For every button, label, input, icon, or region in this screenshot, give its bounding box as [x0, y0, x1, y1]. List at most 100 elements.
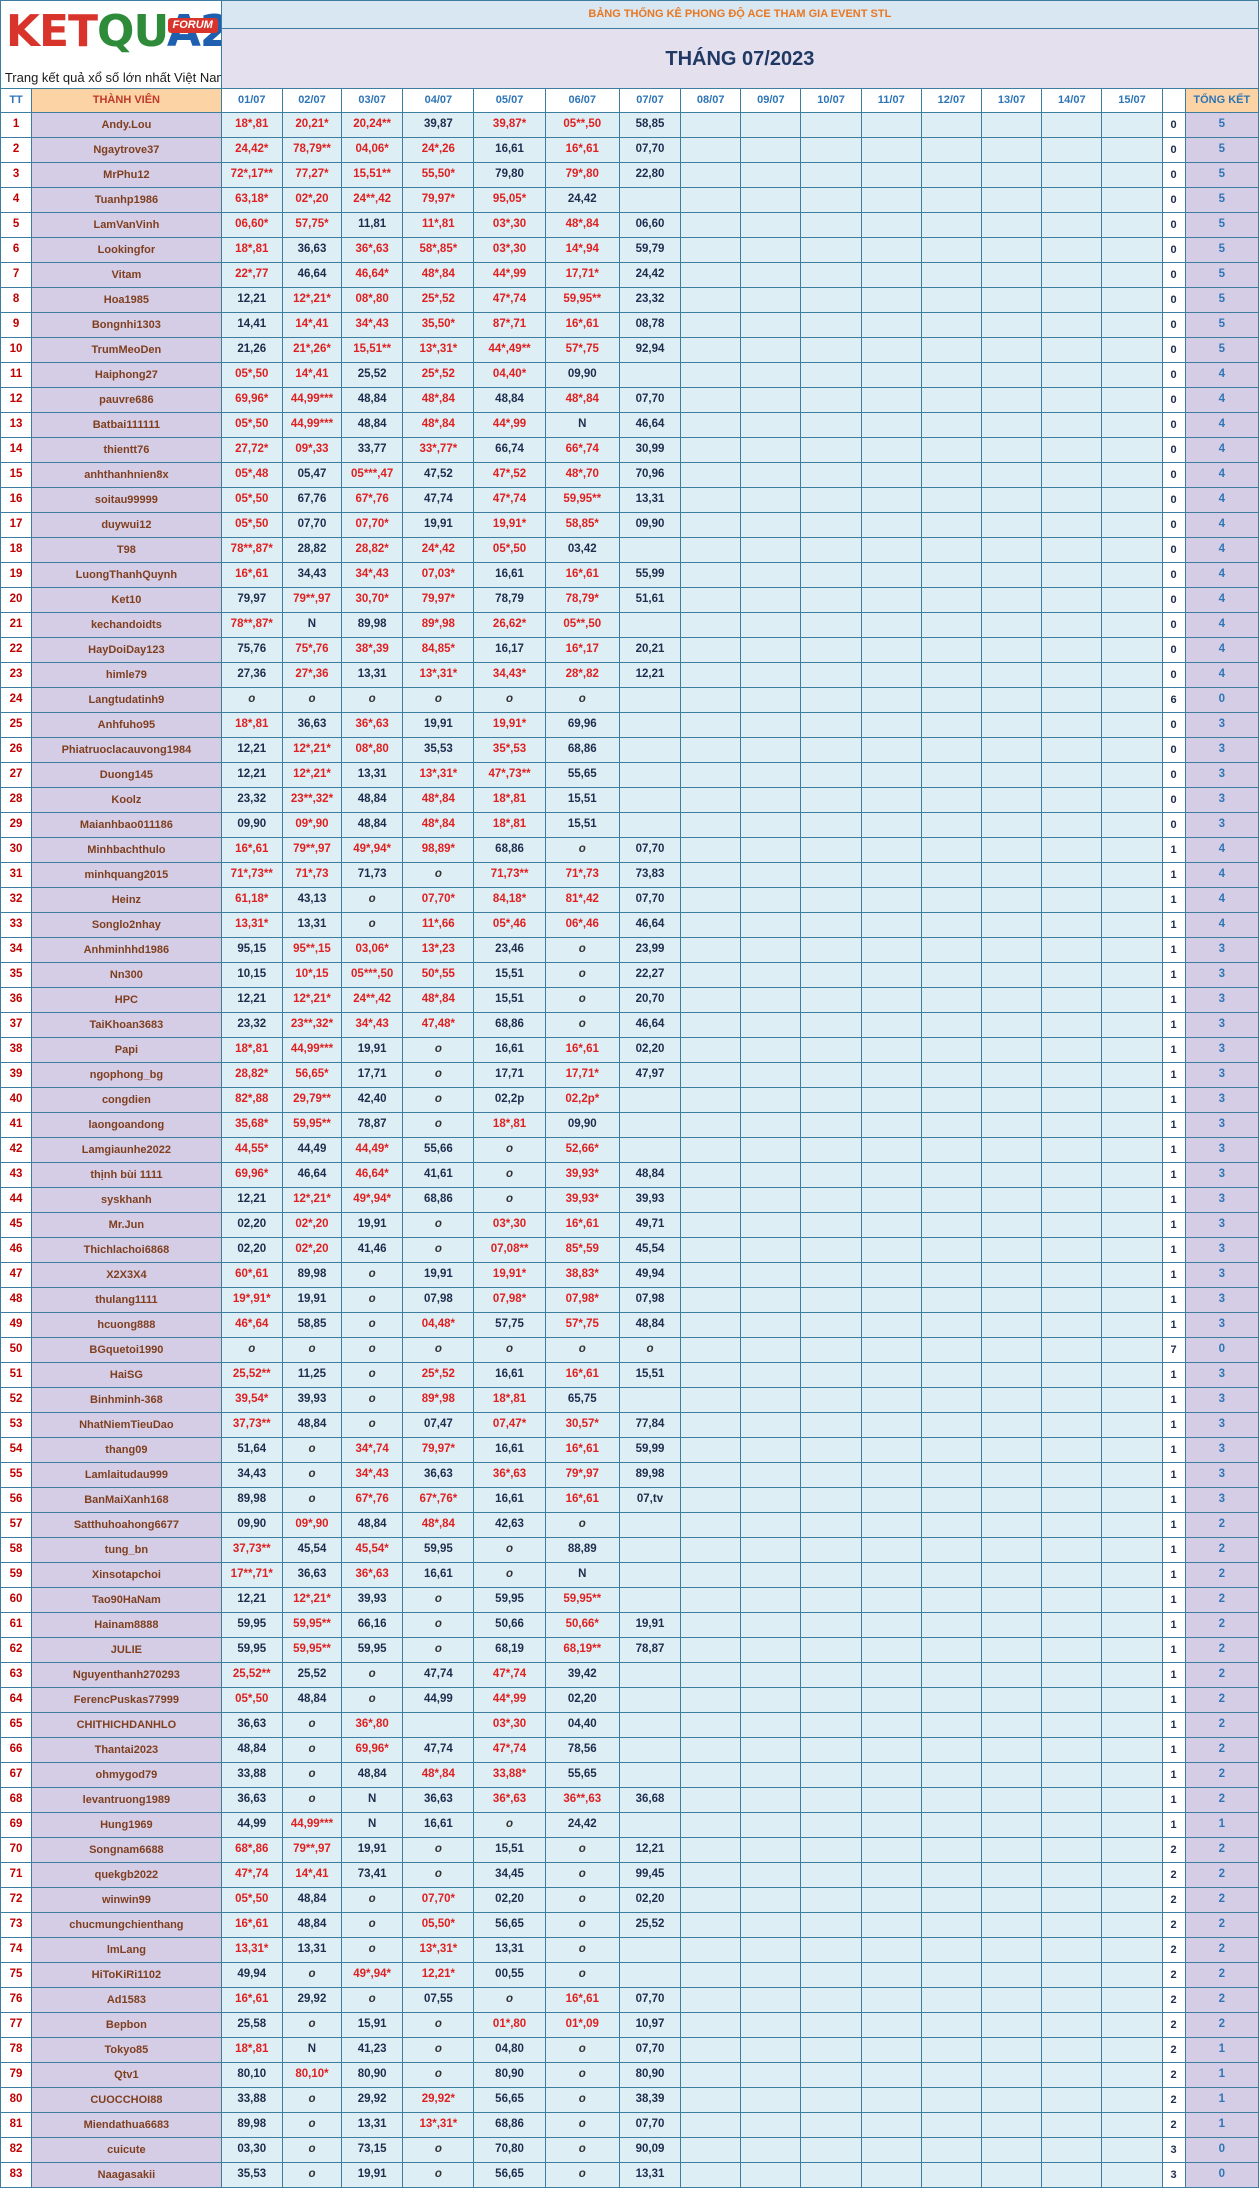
member-name[interactable]: Tokyo85	[31, 2037, 222, 2063]
member-name[interactable]: Lamlaitudau999	[31, 1462, 222, 1488]
site-logo[interactable]: KETQUA2 FORUM Trang kết quả xổ số lớn nh…	[2, 2, 220, 88]
member-name[interactable]: Xinsotapchoi	[31, 1562, 222, 1588]
miss-count: 1	[1161, 1262, 1186, 1288]
member-name[interactable]: Anhfuho95	[31, 712, 222, 738]
member-name[interactable]: Satthuhoahong6677	[31, 1512, 222, 1538]
member-name[interactable]: tung_bn	[31, 1537, 222, 1563]
member-name[interactable]: Anhminhhd1986	[31, 937, 222, 963]
member-name[interactable]: ohmygod79	[31, 1762, 222, 1788]
member-name[interactable]: Miendathua6683	[31, 2112, 222, 2138]
member-name[interactable]: TaiKhoan3683	[31, 1012, 222, 1038]
member-name[interactable]: Lookingfor	[31, 237, 222, 263]
member-name[interactable]: chucmungchienthang	[31, 1912, 222, 1938]
member-name[interactable]: Nguyenthanh270293	[31, 1662, 222, 1688]
member-name[interactable]: JULIE	[31, 1637, 222, 1663]
member-name[interactable]: himle79	[31, 662, 222, 688]
member-name[interactable]: Songnam6688	[31, 1837, 222, 1863]
member-name[interactable]: cuicute	[31, 2137, 222, 2163]
member-name[interactable]: X2X3X4	[31, 1262, 222, 1288]
member-name[interactable]: Langtudatinh9	[31, 687, 222, 713]
member-name[interactable]: TrumMeoDen	[31, 337, 222, 363]
member-name[interactable]: Heinz	[31, 887, 222, 913]
member-name[interactable]: Batbai111111	[31, 412, 222, 438]
member-name[interactable]: Thantai2023	[31, 1737, 222, 1763]
member-name[interactable]: FerencPuskas77999	[31, 1687, 222, 1713]
member-name[interactable]: HiToKiRi1102	[31, 1962, 222, 1988]
member-name[interactable]: syskhanh	[31, 1187, 222, 1213]
member-name[interactable]: thịnh bùi 1111	[31, 1162, 222, 1188]
member-name[interactable]: Binhminh-368	[31, 1387, 222, 1413]
member-name[interactable]: Tuanhp1986	[31, 187, 222, 213]
member-name[interactable]: Hoa1985	[31, 287, 222, 313]
day-cell: 80,90	[473, 2062, 546, 2088]
member-name[interactable]: Tao90HaNam	[31, 1587, 222, 1613]
member-name[interactable]: Duong145	[31, 762, 222, 788]
member-name[interactable]: congdien	[31, 1087, 222, 1113]
member-name[interactable]: thulang1111	[31, 1287, 222, 1313]
member-name[interactable]: lmLang	[31, 1937, 222, 1963]
day-cell: o	[544, 2137, 620, 2163]
member-name[interactable]: Maianhbao011186	[31, 812, 222, 838]
member-name[interactable]: Lamgiaunhe2022	[31, 1137, 222, 1163]
day-cell	[618, 1812, 682, 1838]
member-row: 22 HayDoiDay123 75,76 75*,76 38*,39 84,85* 16,…	[0, 637, 1259, 663]
member-name[interactable]: winwin99	[31, 1887, 222, 1913]
member-name[interactable]: Bepbon	[31, 2012, 222, 2038]
member-name[interactable]: kechandoidts	[31, 612, 222, 638]
member-name[interactable]: pauvre686	[31, 387, 222, 413]
member-name[interactable]: duywui12	[31, 512, 222, 538]
member-name[interactable]: Hainam8888	[31, 1612, 222, 1638]
member-name[interactable]: Songlo2nhay	[31, 912, 222, 938]
day-cell: 48*,70	[544, 462, 620, 488]
miss-count: 0	[1161, 762, 1186, 788]
member-name[interactable]: Ket10	[31, 587, 222, 613]
member-name[interactable]: Ngaytrove37	[31, 137, 222, 163]
member-name[interactable]: Mr.Jun	[31, 1212, 222, 1238]
member-name[interactable]: Naagasakii	[31, 2162, 222, 2188]
day-cell: 39,54*	[220, 1387, 283, 1413]
day-cell: 19,91	[341, 1212, 404, 1238]
member-name[interactable]: hcuong888	[31, 1312, 222, 1338]
member-name[interactable]: LuongThanhQuynh	[31, 562, 222, 588]
member-name[interactable]: MrPhu12	[31, 162, 222, 188]
member-name[interactable]: laongoandong	[31, 1112, 222, 1138]
member-name[interactable]: CHITHICHDANHLO	[31, 1712, 222, 1738]
member-name[interactable]: Phiatruoclacauvong1984	[31, 737, 222, 763]
member-name[interactable]: HPC	[31, 987, 222, 1013]
member-name[interactable]: anhthanhnien8x	[31, 462, 222, 488]
member-name[interactable]: Andy.Lou	[31, 112, 222, 138]
member-name[interactable]: quekgb2022	[31, 1862, 222, 1888]
day-cell-empty	[680, 1862, 742, 1888]
day-cell: o	[402, 1212, 475, 1238]
member-name[interactable]: Thichlachoi6868	[31, 1237, 222, 1263]
member-name[interactable]: HaiSG	[31, 1362, 222, 1388]
member-name[interactable]: Koolz	[31, 787, 222, 813]
day-cell: o	[281, 1762, 343, 1788]
member-name[interactable]: Ad1583	[31, 1987, 222, 2013]
member-name[interactable]: CUOCCHOI88	[31, 2087, 222, 2113]
member-name[interactable]: HayDoiDay123	[31, 637, 222, 663]
member-name[interactable]: thang09	[31, 1437, 222, 1463]
member-name[interactable]: ngophong_bg	[31, 1062, 222, 1088]
day-cell-empty	[860, 2012, 922, 2038]
member-name[interactable]: minhquang2015	[31, 862, 222, 888]
member-name[interactable]: BGquetoi1990	[31, 1337, 222, 1363]
member-name[interactable]: thientt76	[31, 437, 222, 463]
member-name[interactable]: Minhbachthulo	[31, 837, 222, 863]
day-cell: 13*,23	[402, 937, 475, 963]
member-name[interactable]: Nn300	[31, 962, 222, 988]
member-name[interactable]: levantruong1989	[31, 1787, 222, 1813]
member-name[interactable]: Vitam	[31, 262, 222, 288]
member-name[interactable]: Qtv1	[31, 2062, 222, 2088]
member-name[interactable]: LamVanVinh	[31, 212, 222, 238]
day-cell: 07,47	[402, 1412, 475, 1438]
member-name[interactable]: Papi	[31, 1037, 222, 1063]
member-name[interactable]: Hung1969	[31, 1812, 222, 1838]
member-name[interactable]: T98	[31, 537, 222, 563]
day-cell-empty	[920, 612, 983, 638]
member-name[interactable]: Haiphong27	[31, 362, 222, 388]
member-name[interactable]: NhatNiemTieuDao	[31, 1412, 222, 1438]
member-name[interactable]: BanMaiXanh168	[31, 1487, 222, 1513]
member-name[interactable]: soitau99999	[31, 487, 222, 513]
member-name[interactable]: Bongnhi1303	[31, 312, 222, 338]
